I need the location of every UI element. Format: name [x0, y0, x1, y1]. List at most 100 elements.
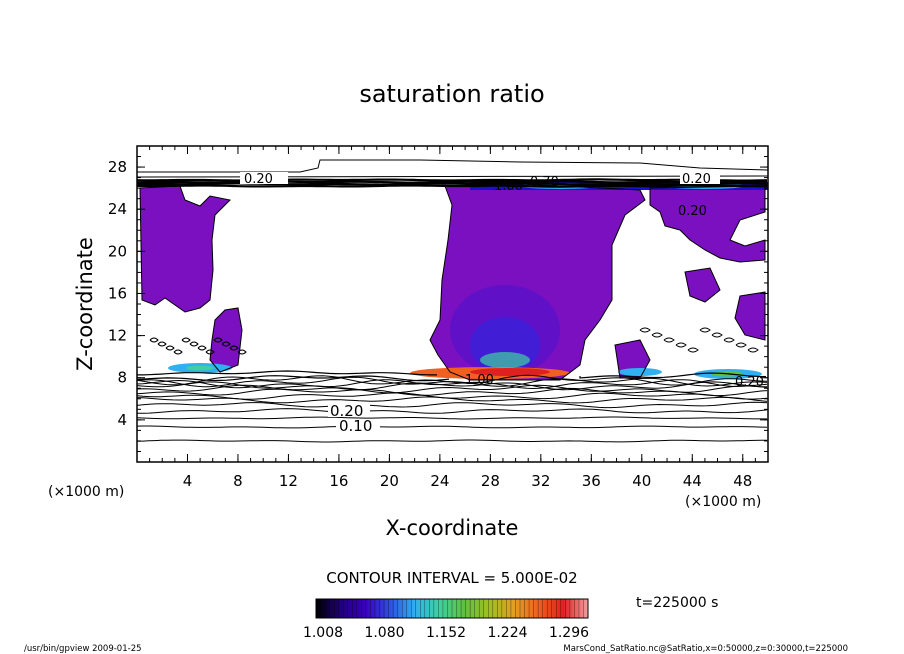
contour-lines	[137, 159, 768, 443]
contour-line	[649, 185, 766, 263]
footer-right: MarsCond_SatRatio.nc@SatRatio,x=0:50000,…	[563, 644, 848, 654]
contour-line	[137, 439, 767, 443]
y-axis-label: Z-coordinate	[73, 237, 97, 371]
contour-line	[189, 341, 199, 347]
contour-line	[663, 337, 675, 343]
y-tick-label: 4	[117, 411, 127, 429]
x-tick-label: 48	[733, 472, 752, 490]
contour-line	[137, 375, 450, 382]
contour-line	[221, 341, 231, 347]
contour-line	[137, 175, 768, 178]
band-center-green	[480, 352, 530, 368]
contour-line	[614, 339, 651, 379]
y-axis: 4 8 12 16 20 24 28	[108, 156, 768, 452]
colorbar-tick-label: 1.080	[364, 625, 404, 641]
contour-line	[137, 182, 768, 186]
saturated-region-left	[140, 186, 230, 312]
x-units-right: (×1000 m)	[685, 494, 761, 510]
saturated-region-right-low	[735, 292, 765, 340]
contour-label: 0.20	[244, 172, 273, 187]
contour-line	[137, 180, 767, 184]
contour-line	[699, 327, 711, 333]
colorbar-tick-label: 1.008	[303, 625, 343, 641]
time-stamp: t=225000 s	[636, 595, 718, 611]
contour-line	[205, 349, 215, 355]
contour-line	[139, 185, 232, 313]
contour-line	[675, 342, 687, 348]
contour-line	[137, 370, 437, 376]
contour-line	[209, 307, 243, 373]
x-tick-label: 40	[632, 472, 651, 490]
contour-line	[137, 159, 768, 173]
contour-line	[137, 408, 768, 414]
x-tick-label: 20	[380, 472, 399, 490]
contour-line	[229, 345, 239, 351]
contour-line	[639, 327, 651, 333]
contour-line	[137, 384, 768, 394]
x-tick-label: 24	[430, 472, 449, 490]
y-tick-label: 16	[108, 284, 127, 302]
contour-line	[213, 337, 223, 343]
contour-line	[149, 337, 159, 343]
contour-line	[747, 347, 759, 353]
y-tick-label: 20	[108, 242, 127, 260]
x-tick-label: 36	[582, 472, 601, 490]
band-left-inner	[186, 365, 214, 371]
saturated-region-right-top	[650, 186, 765, 262]
contour-line	[651, 332, 663, 338]
contour-line	[429, 183, 646, 381]
saturated-region-right-mid	[685, 268, 720, 302]
contour-line	[137, 416, 767, 420]
x-tick-label: 28	[481, 472, 500, 490]
colorbar-labels: 1.008 1.080 1.152 1.224 1.296	[303, 625, 589, 641]
x-axis-label: X-coordinate	[386, 516, 519, 540]
x-tick-label: 12	[279, 472, 298, 490]
colorbar-separators	[320, 599, 584, 618]
chart-title: saturation ratio	[359, 80, 544, 108]
band-right-2	[618, 368, 662, 376]
contour-label: 0.70	[530, 175, 559, 190]
contour-line	[684, 267, 721, 303]
contour-line	[237, 349, 247, 355]
contour-label: 0.20	[330, 402, 363, 420]
y-tick-label: 24	[108, 200, 127, 218]
contour-line	[157, 341, 167, 347]
contour-interval: CONTOUR INTERVAL = 5.000E-02	[326, 569, 577, 587]
contour-label: 0.10	[339, 417, 372, 435]
contour-line	[181, 337, 191, 343]
contour-line	[173, 349, 183, 355]
colorbar-tick-label: 1.296	[549, 625, 589, 641]
contour-line	[734, 291, 766, 341]
colorbar-tick-label: 1.224	[487, 625, 527, 641]
contour-line	[687, 347, 699, 353]
contour-line	[137, 374, 768, 386]
contour-label: 0.20	[682, 172, 711, 187]
contour-line	[137, 425, 768, 429]
contour-line	[137, 381, 768, 391]
saturated-region-left-lower	[210, 308, 242, 372]
contour-line	[723, 337, 735, 343]
contour-line	[137, 178, 768, 182]
contour-line	[735, 342, 747, 348]
x-tick-label: 4	[183, 472, 193, 490]
band-center-inner	[470, 368, 550, 376]
contour-label: 1.00	[465, 373, 494, 388]
contour-label: 1.00	[494, 179, 523, 194]
contour-line	[711, 332, 723, 338]
contour-line	[579, 372, 767, 379]
contour-label: 0.20	[678, 204, 707, 219]
contour-label: 0.20	[735, 375, 764, 390]
x-tick-label: 16	[329, 472, 348, 490]
x-units-left: (×1000 m)	[48, 484, 124, 500]
x-tick-label: 8	[233, 472, 243, 490]
y-tick-label: 28	[108, 158, 127, 176]
contour-labels: 0.20 0.20 0.20 0.10 1.00 1.00 0.70 0.20 …	[240, 172, 764, 435]
y-tick-label: 8	[117, 369, 127, 387]
plot-area: 0.20 0.20 0.20 0.10 1.00 1.00 0.70 0.20 …	[137, 159, 768, 443]
contour-line	[137, 184, 768, 188]
footer-left: /usr/bin/gpview 2009-01-25	[24, 644, 142, 654]
contour-line	[137, 387, 768, 397]
x-axis: 4 8 12 16 20 24 28 32 36 40 44 48	[149, 146, 756, 490]
x-tick-label: 32	[531, 472, 550, 490]
